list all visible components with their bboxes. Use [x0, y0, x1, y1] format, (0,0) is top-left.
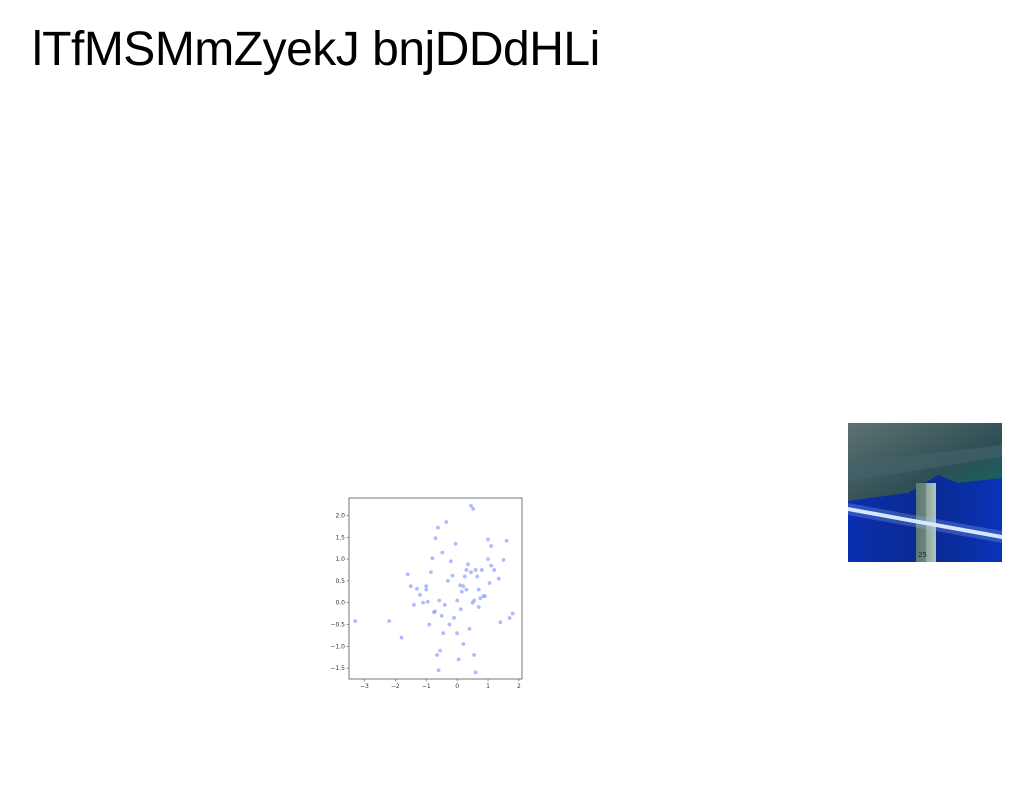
scatter-point [455, 631, 460, 636]
scatter-point [453, 541, 458, 546]
scatter-point [496, 576, 501, 581]
page-title: lTfMSMmZyekJ bnjDDdHLi [32, 23, 600, 76]
scatter-point [469, 503, 473, 508]
scatter-point [487, 581, 492, 585]
scatter-point [424, 587, 429, 592]
scatter-point [424, 584, 429, 588]
scatter-point [445, 578, 450, 583]
scatter-point [444, 520, 449, 524]
scatter-point [486, 537, 490, 542]
scatter-point [466, 562, 470, 567]
scatter-point [462, 574, 467, 579]
scatter-point [427, 622, 432, 627]
scatter-point [433, 536, 438, 541]
scatter-point [432, 609, 437, 614]
scatter-point [411, 602, 416, 607]
scatter-point [455, 598, 460, 603]
scatter-chart: −3 −2 −1 0 1 2 −1.5 −1.0 −0.5 0.0 0.5 1.0 1.5 2.0 [328, 490, 528, 695]
scatter-point [450, 573, 455, 578]
chart-y-axis: −1.5 −1.0 −0.5 0.0 0.5 1.0 1.5 2.0 [330, 512, 349, 672]
photo-light-glow [848, 503, 1002, 543]
scatter-point [498, 620, 503, 625]
chart-frame [348, 497, 523, 680]
image-icon: 25 [848, 423, 1002, 562]
y-tick-label: 1.5 [335, 534, 345, 541]
scatter-point [461, 642, 466, 647]
x-tick-label: 2 [517, 683, 521, 690]
scatter-point [486, 557, 490, 561]
scatter-point [458, 607, 463, 612]
scatter-point [415, 586, 419, 591]
scatter-point [430, 556, 435, 561]
scatter-point [387, 619, 392, 623]
y-tick-label: 0.5 [335, 578, 345, 585]
x-tick-label: −1 [422, 683, 431, 690]
scatter-point [405, 572, 410, 577]
scatter-point [464, 587, 469, 592]
scatter-point [471, 507, 476, 511]
scatter-point [510, 611, 515, 616]
scatter-point [441, 631, 446, 636]
chart-points-group [353, 503, 515, 675]
scatter-point [473, 568, 478, 572]
scatter-point [489, 544, 494, 548]
chart-x-axis: −3 −2 −1 0 1 2 [360, 679, 521, 690]
scatter-point [459, 589, 464, 594]
scatter-point [492, 568, 497, 572]
scatter-point [408, 584, 413, 588]
y-tick-label: −0.5 [330, 621, 345, 628]
scatter-point [507, 616, 512, 620]
scatter-point [425, 599, 430, 604]
photo-sign-text: 25 [918, 551, 927, 559]
scatter-point [478, 596, 483, 601]
scatter-point [421, 600, 426, 605]
scatter-point [456, 657, 461, 662]
scatter-point [399, 635, 404, 640]
y-tick-label: −1.0 [330, 643, 345, 650]
scatter-point [479, 568, 484, 572]
photo-ceiling-beam [848, 445, 1002, 481]
scatter-point [436, 525, 440, 530]
scatter-point [472, 653, 477, 657]
photo-light-strip [848, 507, 1002, 539]
scatter-point [435, 653, 439, 657]
scatter-point [428, 570, 433, 575]
scatter-point [437, 598, 442, 603]
scatter-point [472, 598, 477, 603]
x-tick-label: −3 [360, 683, 369, 690]
scatter-point [489, 563, 494, 568]
y-tick-label: −1.5 [330, 665, 345, 672]
y-tick-label: 1.0 [335, 556, 345, 563]
scatter-point [504, 538, 509, 543]
scatter-point [353, 619, 358, 623]
scatter-point [418, 592, 422, 597]
scatter-point [501, 558, 506, 562]
scatter-point [442, 602, 447, 607]
scatter-point [469, 570, 473, 575]
scatter-point [476, 605, 481, 609]
y-tick-label: 0.0 [335, 600, 345, 607]
scatter-point [447, 622, 452, 627]
scatter-point [449, 559, 453, 564]
scatter-point [473, 670, 478, 675]
scatter-point [475, 574, 480, 579]
scatter-point [483, 594, 487, 599]
scatter-point [461, 584, 466, 588]
scatter-point [467, 626, 472, 631]
scatter-point [476, 587, 481, 592]
scatter-point [464, 568, 469, 572]
x-tick-label: −2 [391, 683, 400, 690]
scatter-chart-svg: −3 −2 −1 0 1 2 −1.5 −1.0 −0.5 0.0 0.5 1.0 1.5 2.0 [330, 497, 523, 690]
y-tick-label: 2.0 [335, 512, 345, 519]
scatter-point [440, 550, 445, 555]
scatter-point [436, 668, 441, 673]
x-tick-label: 0 [455, 683, 459, 690]
x-tick-label: 1 [486, 683, 490, 690]
scatter-point [439, 613, 444, 618]
photo-thumbnail: 25 [848, 423, 1002, 562]
scatter-point [452, 616, 456, 620]
scatter-point [458, 583, 463, 588]
scatter-point [438, 648, 443, 653]
